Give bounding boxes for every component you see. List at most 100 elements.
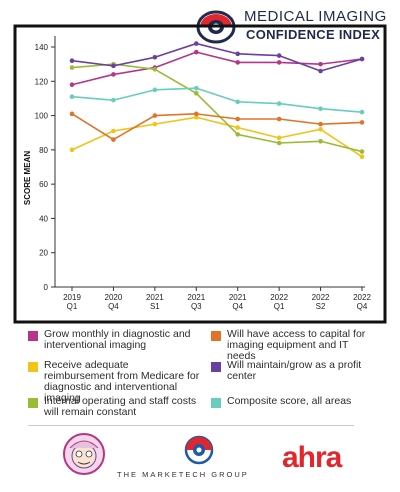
legend-label: Will maintain/grow as a profit center bbox=[227, 359, 362, 382]
data-point-2-6 bbox=[318, 138, 323, 144]
ahra-logo: ahra bbox=[282, 441, 342, 474]
legend-item-2: Internal operating and staff costs will … bbox=[28, 396, 200, 418]
legend-label: Will have access to capital for imaging … bbox=[227, 328, 366, 362]
data-point-1-1 bbox=[111, 128, 116, 134]
legend-swatch bbox=[211, 398, 221, 408]
data-point-0-1 bbox=[111, 72, 116, 77]
y-tick-label: 80 bbox=[39, 146, 48, 155]
y-axis-label: SCORE MEAN bbox=[23, 151, 32, 205]
x-tick-label-period: Q1 bbox=[67, 302, 78, 311]
series-line-5 bbox=[71, 87, 363, 113]
y-tick-label: 60 bbox=[39, 180, 48, 189]
data-point-0-4 bbox=[235, 60, 241, 65]
data-point-2-7 bbox=[359, 149, 365, 154]
data-point-1-6 bbox=[318, 126, 323, 132]
data-point-1-5 bbox=[276, 135, 282, 141]
data-point-3-0 bbox=[69, 111, 75, 117]
x-tick-label-period: Q1 bbox=[274, 302, 285, 311]
data-point-1-3 bbox=[193, 114, 199, 120]
legend-swatch bbox=[211, 362, 221, 372]
data-point-5-1 bbox=[111, 97, 116, 103]
footer-divider bbox=[28, 425, 354, 426]
y-tick-label: 100 bbox=[35, 112, 49, 121]
data-point-4-7 bbox=[359, 56, 365, 62]
data-point-5-2 bbox=[152, 87, 158, 93]
data-point-3-1 bbox=[111, 137, 116, 142]
x-tick-label-period: Q4 bbox=[357, 302, 368, 311]
data-point-4-0 bbox=[69, 58, 75, 64]
legend-item-0: Grow monthly in diagnostic and intervent… bbox=[28, 329, 200, 351]
x-tick-label-year: 2021 bbox=[187, 293, 205, 302]
data-point-3-2 bbox=[152, 113, 158, 118]
series-line-3 bbox=[71, 113, 363, 141]
data-point-1-7 bbox=[359, 154, 365, 160]
data-point-4-1 bbox=[111, 63, 116, 69]
data-point-5-0 bbox=[69, 94, 75, 100]
x-tick-label-year: 2022 bbox=[353, 293, 371, 302]
x-tick-label-period: S1 bbox=[150, 302, 160, 311]
legend-swatch bbox=[28, 398, 38, 408]
data-point-3-3 bbox=[193, 111, 199, 117]
legend-label: Internal operating and staff costs will … bbox=[44, 395, 197, 418]
y-tick-label: 120 bbox=[35, 77, 49, 86]
data-point-5-7 bbox=[359, 109, 365, 115]
mascot-logo-icon bbox=[63, 433, 105, 475]
data-point-3-6 bbox=[318, 121, 323, 127]
legend-item-4: Will maintain/grow as a profit center bbox=[211, 360, 371, 382]
y-tick-label: 140 bbox=[35, 43, 49, 52]
brand-title: MEDICAL IMAGING bbox=[244, 8, 387, 25]
marketech-text: THE MARKETECH GROUP bbox=[117, 470, 249, 479]
brand-subtitle: CONFIDENCE INDEX bbox=[246, 27, 381, 42]
series-line-0 bbox=[71, 51, 363, 86]
legend-swatch bbox=[28, 362, 38, 372]
legend-item-5: Composite score, all areas bbox=[211, 396, 371, 408]
data-point-4-6 bbox=[318, 68, 323, 74]
chart-frame bbox=[13, 24, 387, 324]
legend-swatch bbox=[211, 331, 221, 341]
marketech-logo-icon bbox=[184, 435, 214, 465]
data-point-2-3 bbox=[193, 90, 199, 96]
data-point-0-6 bbox=[318, 61, 323, 67]
data-point-3-7 bbox=[359, 120, 365, 125]
data-point-5-3 bbox=[193, 85, 199, 91]
x-tick-label-period: S2 bbox=[316, 302, 326, 311]
data-point-3-4 bbox=[235, 116, 241, 122]
data-point-1-4 bbox=[235, 125, 241, 130]
data-point-2-2 bbox=[152, 66, 158, 72]
data-point-5-6 bbox=[318, 106, 323, 112]
x-tick-label-period: Q4 bbox=[108, 302, 119, 311]
data-point-2-4 bbox=[235, 132, 241, 137]
data-point-0-5 bbox=[276, 60, 282, 65]
legend-label: Receive adequate reimbursement from Medi… bbox=[44, 359, 200, 404]
x-tick-label-year: 2021 bbox=[146, 293, 164, 302]
chart-legend: Grow monthly in diagnostic and intervent… bbox=[28, 329, 388, 421]
x-tick-label-year: 2019 bbox=[63, 293, 81, 302]
line-chart: 0204060801001201402019Q12020Q42021S12021… bbox=[13, 24, 387, 324]
y-tick-label: 40 bbox=[39, 214, 48, 223]
series-line-4 bbox=[71, 42, 363, 72]
data-point-2-0 bbox=[69, 65, 75, 70]
data-point-3-5 bbox=[276, 116, 282, 122]
data-point-0-0 bbox=[69, 82, 75, 88]
x-tick-label-year: 2022 bbox=[312, 293, 330, 302]
legend-item-3: Will have access to capital for imaging … bbox=[211, 329, 371, 362]
data-point-4-3 bbox=[193, 41, 199, 46]
y-tick-label: 20 bbox=[39, 249, 48, 258]
data-point-4-4 bbox=[235, 51, 241, 57]
data-point-1-2 bbox=[152, 121, 158, 127]
y-tick-label: 0 bbox=[44, 283, 49, 292]
data-point-2-5 bbox=[276, 140, 282, 146]
series-line-1 bbox=[71, 116, 363, 158]
legend-label: Grow monthly in diagnostic and intervent… bbox=[44, 328, 191, 351]
x-tick-label-year: 2020 bbox=[105, 293, 123, 302]
data-point-4-2 bbox=[152, 54, 158, 60]
data-point-1-0 bbox=[69, 147, 75, 153]
legend-label: Composite score, all areas bbox=[227, 395, 352, 407]
legend-swatch bbox=[28, 331, 38, 341]
data-point-5-4 bbox=[235, 99, 241, 105]
x-tick-label-year: 2021 bbox=[229, 293, 247, 302]
x-tick-label-year: 2022 bbox=[270, 293, 288, 302]
x-tick-label-period: Q4 bbox=[232, 302, 243, 311]
data-point-0-3 bbox=[193, 49, 199, 55]
data-point-5-5 bbox=[276, 101, 282, 106]
